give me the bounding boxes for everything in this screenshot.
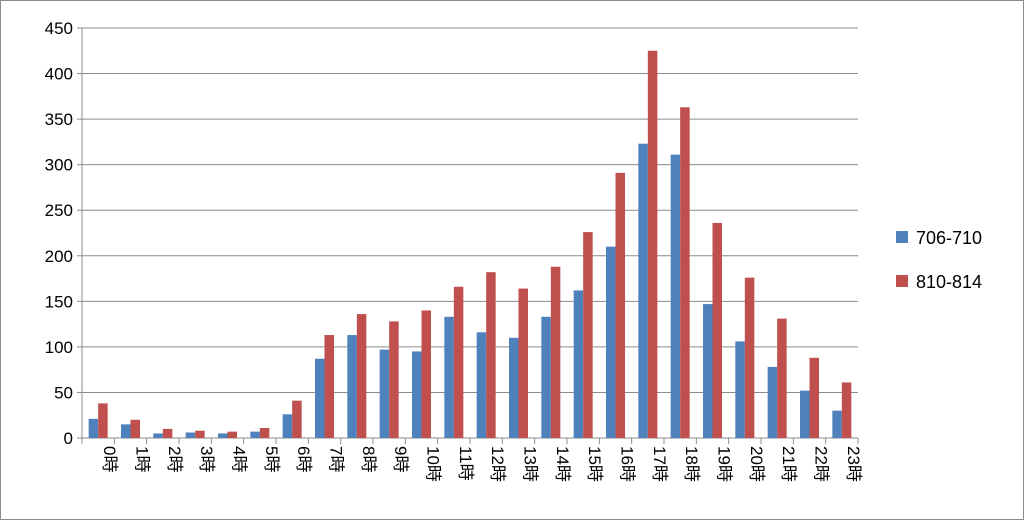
bar-series1 [88, 418, 99, 438]
bar-series2 [324, 335, 334, 438]
x-tick-label: 20時 [747, 446, 766, 482]
x-tick-label: 21時 [779, 446, 798, 482]
x-tick-label: 6時 [294, 446, 313, 472]
bar-series1 [767, 366, 778, 438]
bar-series2 [777, 318, 787, 438]
x-tick-label: 7時 [327, 446, 346, 472]
bar-series1 [832, 410, 842, 438]
legend-swatch [896, 275, 908, 287]
bar-series1 [379, 349, 390, 438]
x-tick-label: 1時 [133, 446, 152, 472]
y-tick-label: 300 [45, 156, 73, 175]
x-tick-label: 10時 [424, 446, 443, 482]
bar-series2 [421, 310, 431, 438]
legend-label: 810-814 [916, 272, 982, 292]
bar-series2 [259, 427, 270, 438]
bar-series1 [476, 332, 487, 438]
bar-series2 [712, 222, 722, 438]
bar-series2 [615, 172, 625, 438]
x-tick-label: 17時 [650, 446, 669, 482]
bar-series2 [292, 400, 302, 438]
bar-series2 [486, 272, 496, 438]
bar-series1 [638, 143, 648, 438]
x-tick-label: 2時 [165, 446, 184, 472]
bar-series2 [550, 266, 561, 438]
legend-swatch [896, 231, 908, 243]
x-tick-label: 0時 [100, 446, 119, 472]
bar-series1 [735, 341, 745, 438]
x-tick-label: 16時 [618, 446, 637, 482]
bar-series2 [389, 321, 399, 438]
x-tick-label: 11時 [456, 446, 475, 481]
y-tick-label: 400 [45, 65, 73, 84]
x-tick-label: 14時 [553, 446, 572, 482]
bar-series1 [412, 351, 422, 438]
x-tick-label: 12時 [488, 446, 507, 482]
bar-series1 [606, 246, 616, 438]
y-tick-label: 350 [45, 110, 73, 129]
bar-series1 [218, 433, 228, 438]
bar-series1 [703, 304, 713, 438]
bar-series2 [744, 277, 755, 438]
y-tick-label: 250 [45, 201, 73, 220]
x-tick-label: 22時 [812, 446, 831, 482]
bar-series2 [453, 286, 464, 438]
legend-label: 706-710 [916, 228, 982, 248]
bar-series2 [583, 232, 593, 438]
bar-series1 [347, 335, 357, 438]
bar-series1 [573, 290, 584, 438]
x-tick-label: 19時 [715, 446, 734, 482]
bar-series1 [444, 316, 454, 438]
bar-series1 [185, 432, 196, 438]
x-tick-label: 8時 [359, 446, 378, 472]
bar-series1 [315, 358, 325, 438]
bar-series2 [162, 428, 173, 438]
bar-series1 [800, 390, 810, 438]
bar-series1 [282, 414, 293, 438]
y-tick-label: 0 [64, 429, 73, 448]
x-tick-label: 18時 [682, 446, 701, 482]
bar-series1 [121, 424, 131, 438]
bar-series1 [509, 337, 519, 438]
bar-series2 [809, 357, 819, 438]
x-tick-label: 9時 [391, 446, 410, 472]
bar-series1 [153, 433, 163, 438]
bar-series2 [130, 419, 140, 438]
bar-series2 [195, 430, 205, 438]
bar-series2 [98, 403, 108, 438]
x-tick-label: 13時 [521, 446, 540, 482]
bar-series2 [518, 288, 528, 438]
x-tick-label: 4時 [230, 446, 249, 472]
y-tick-label: 450 [45, 19, 73, 38]
bar-series1 [250, 431, 260, 438]
bar-series2 [356, 314, 367, 438]
x-tick-label: 3時 [197, 446, 216, 472]
bar-series1 [670, 154, 681, 438]
x-tick-label: 23時 [844, 446, 863, 482]
bar-series2 [841, 382, 852, 438]
bar-series2 [227, 431, 237, 438]
y-tick-label: 150 [45, 292, 73, 311]
x-tick-label: 5時 [262, 446, 281, 472]
y-tick-label: 200 [45, 247, 73, 266]
bar-series2 [680, 107, 690, 439]
bar-series1 [541, 316, 551, 438]
y-tick-label: 50 [54, 383, 73, 402]
bar-series2 [647, 50, 658, 439]
y-tick-label: 100 [45, 338, 73, 357]
x-tick-label: 15時 [585, 446, 604, 482]
